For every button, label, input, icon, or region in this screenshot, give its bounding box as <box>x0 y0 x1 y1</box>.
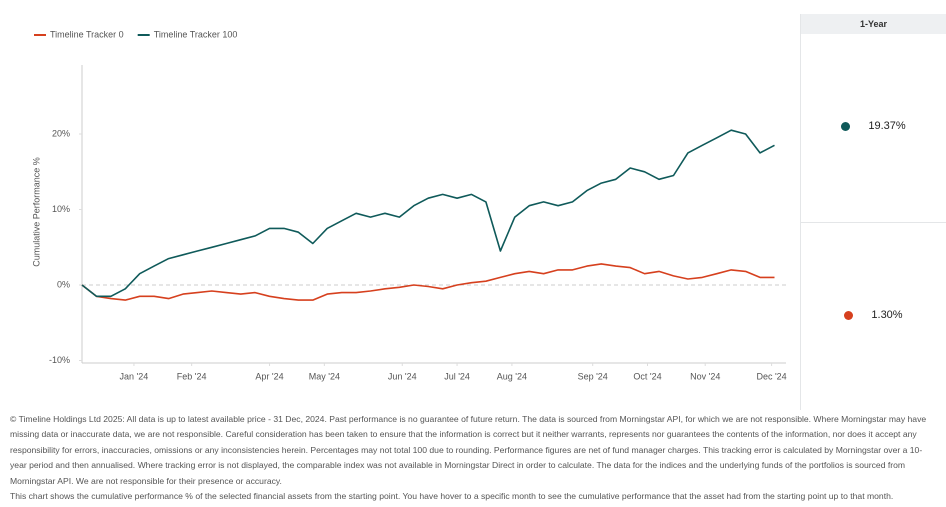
footer: © Timeline Holdings Ltd 2025: All data i… <box>10 412 930 504</box>
x-tick-label: May '24 <box>309 371 340 381</box>
summary-row: 1.30% <box>801 309 946 321</box>
divider <box>801 222 946 223</box>
x-tick-label: Jun '24 <box>388 371 417 381</box>
legend-label: Timeline Tracker 100 <box>154 29 238 39</box>
summary-row: 19.37% <box>801 120 946 132</box>
y-tick-label: 10% <box>52 204 70 214</box>
x-tick-label: Jan '24 <box>120 371 149 381</box>
legend-label: Timeline Tracker 0 <box>50 29 124 39</box>
chart: Cumulative Performance % -10% 0% 10% 20% Jan… <box>31 29 786 381</box>
series-dot <box>844 310 854 320</box>
x-tick-label: Sep '24 <box>578 371 608 381</box>
disclaimer: © Timeline Holdings Ltd 2025: All data i… <box>10 414 927 486</box>
y-tick-label: 0% <box>57 279 70 289</box>
series-dot <box>841 121 851 131</box>
x-tick-label: Apr '24 <box>255 371 283 381</box>
series-line <box>81 263 775 301</box>
x-tick-label: Aug '24 <box>497 371 527 381</box>
summary-header: 1-Year <box>801 14 946 34</box>
y-tick-label: -10% <box>49 355 70 365</box>
x-tick-label: Dec '24 <box>756 371 786 381</box>
summary-value: 19.37% <box>868 120 906 132</box>
summary-value: 1.30% <box>871 309 903 321</box>
x-tick-label: Feb '24 <box>177 371 207 381</box>
x-tick-label: Jul '24 <box>444 371 470 381</box>
x-tick-label: Oct '24 <box>633 371 661 381</box>
x-tick-label: Nov '24 <box>690 371 720 381</box>
y-tick-label: 20% <box>52 128 70 138</box>
chart-note: This chart shows the cumulative performa… <box>10 491 894 502</box>
summary-panel: 1-Year 19.37% 1.30% <box>800 14 946 410</box>
series-line <box>81 129 775 298</box>
y-axis-label: Cumulative Performance % <box>31 157 41 267</box>
